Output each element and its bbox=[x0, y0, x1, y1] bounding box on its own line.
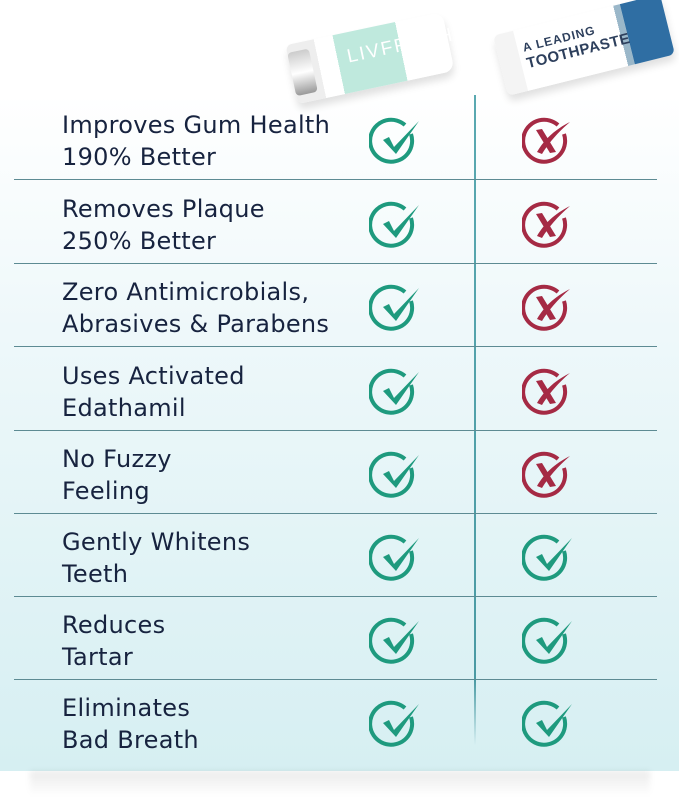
leading-cross-icon bbox=[521, 200, 574, 248]
livfresh-check-icon bbox=[368, 450, 421, 498]
livfresh-check-icon bbox=[368, 533, 421, 581]
leading-cross-icon bbox=[521, 283, 574, 331]
column-divider bbox=[474, 95, 476, 745]
feature-label: Uses Activated Edathamil bbox=[62, 360, 245, 424]
feature-label: Removes Plaque 250% Better bbox=[62, 193, 265, 257]
comparison-row: Zero Antimicrobials, Abrasives & Parabens bbox=[0, 264, 679, 347]
tube-cap bbox=[287, 48, 318, 97]
leading-check-icon bbox=[521, 616, 574, 664]
feature-line2: Teeth bbox=[62, 560, 129, 588]
comparison-row: Removes Plaque 250% Better bbox=[0, 181, 679, 264]
leading-cross-icon bbox=[521, 116, 574, 164]
feature-label: Zero Antimicrobials, Abrasives & Parabens bbox=[62, 276, 329, 340]
livfresh-check-icon bbox=[368, 200, 421, 248]
feature-line2: Abrasives & Parabens bbox=[62, 310, 330, 338]
row-divider bbox=[14, 595, 657, 597]
livfresh-check-icon bbox=[368, 699, 421, 747]
feature-label: Gently Whitens Teeth bbox=[62, 526, 250, 590]
leading-cross-icon bbox=[521, 367, 574, 415]
feature-line2: Feeling bbox=[62, 477, 150, 505]
feature-line2: 190% Better bbox=[62, 143, 217, 171]
feature-label: Improves Gum Health 190% Better bbox=[62, 109, 330, 173]
feature-label: Reduces Tartar bbox=[62, 609, 165, 673]
livfresh-check-icon bbox=[368, 367, 421, 415]
row-divider bbox=[14, 678, 657, 680]
comparison-row: No Fuzzy Feeling bbox=[0, 431, 679, 514]
feature-line1: Zero Antimicrobials, bbox=[62, 278, 310, 306]
feature-line1: Uses Activated bbox=[62, 362, 245, 390]
comparison-row: Uses Activated Edathamil bbox=[0, 348, 679, 431]
comparison-row: Reduces Tartar bbox=[0, 597, 679, 680]
feature-line1: No Fuzzy bbox=[62, 445, 172, 473]
comparison-row: Gently Whitens Teeth bbox=[0, 514, 679, 597]
comparison-row: Eliminates Bad Breath bbox=[0, 680, 679, 763]
leading-check-icon bbox=[521, 699, 574, 747]
livfresh-check-icon bbox=[368, 116, 421, 164]
livfresh-check-icon bbox=[368, 283, 421, 331]
row-divider bbox=[14, 345, 657, 347]
feature-line2: Tartar bbox=[62, 643, 134, 671]
livfresh-brand: LIVFRESH bbox=[345, 24, 457, 68]
livfresh-check-icon bbox=[368, 616, 421, 664]
feature-line1: Removes Plaque bbox=[62, 195, 265, 223]
row-divider bbox=[14, 262, 657, 264]
feature-label: No Fuzzy Feeling bbox=[62, 443, 172, 507]
row-divider bbox=[14, 178, 657, 180]
livfresh-tube-image: LIVFRESH bbox=[285, 12, 457, 104]
feature-line2: Bad Breath bbox=[62, 726, 199, 754]
feature-label: Eliminates Bad Breath bbox=[62, 692, 199, 756]
feature-line2: Edathamil bbox=[62, 394, 186, 422]
leading-toothpaste-tube-image: A LEADING TOOTHPASTE bbox=[493, 0, 675, 96]
feature-line1: Improves Gum Health bbox=[62, 111, 331, 139]
row-divider bbox=[14, 429, 657, 431]
comparison-panel bbox=[0, 95, 679, 771]
feature-line1: Gently Whitens bbox=[62, 528, 251, 556]
feature-line1: Reduces bbox=[62, 611, 166, 639]
panel-shadow bbox=[30, 771, 650, 796]
leading-cross-icon bbox=[521, 450, 574, 498]
row-divider bbox=[14, 512, 657, 514]
feature-line2: 250% Better bbox=[62, 227, 217, 255]
feature-line1: Eliminates bbox=[62, 694, 191, 722]
leading-check-icon bbox=[521, 533, 574, 581]
comparison-row: Improves Gum Health 190% Better bbox=[0, 97, 679, 180]
